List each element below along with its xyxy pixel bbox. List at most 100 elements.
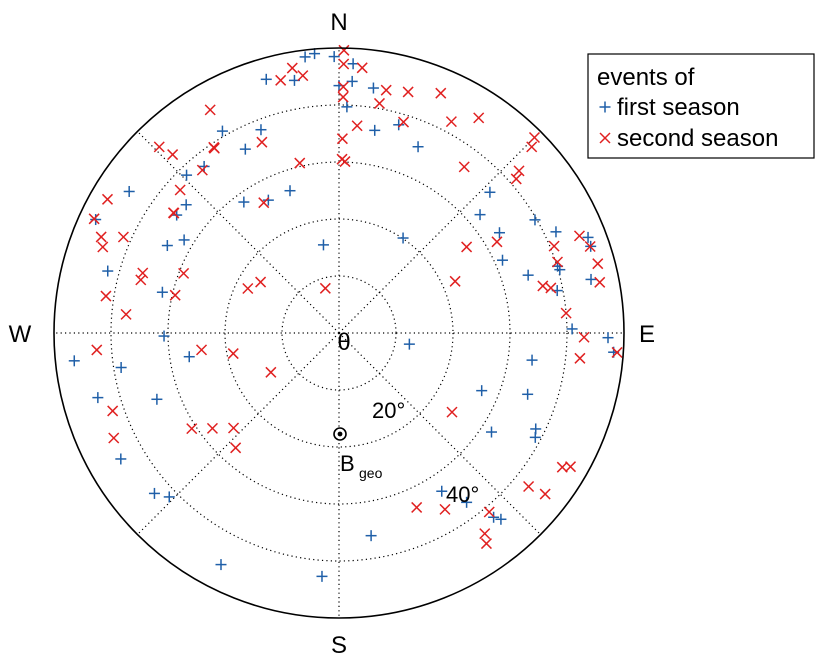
data-point-second-season — [548, 240, 560, 252]
bgeo-label: B — [340, 451, 355, 476]
data-point-second-season — [336, 133, 348, 145]
data-point-first-season — [550, 226, 562, 238]
data-point-first-season — [317, 239, 329, 251]
data-point-second-season — [574, 352, 586, 364]
data-point-second-season — [255, 276, 267, 288]
south-label: S — [331, 632, 347, 657]
data-point-second-season — [510, 173, 522, 185]
data-point-first-season — [522, 269, 534, 281]
data-point-second-season — [491, 236, 503, 248]
data-point-second-season — [594, 276, 606, 288]
data-point-first-season — [484, 186, 496, 198]
legend-marker-first-season — [599, 101, 611, 113]
data-point-first-season — [526, 354, 538, 366]
grid-spoke-225 — [137, 332, 340, 535]
data-point-first-season — [161, 240, 173, 252]
data-point-second-season — [107, 405, 119, 417]
data-point-first-season — [156, 286, 168, 298]
data-point-first-season — [585, 273, 597, 285]
data-point-second-season — [483, 506, 495, 518]
data-point-second-season — [449, 275, 461, 287]
data-point-second-season — [294, 157, 306, 169]
data-point-second-season — [351, 120, 363, 132]
data-point-first-season — [163, 491, 175, 503]
plot-boundary — [53, 47, 625, 619]
data-point-second-season — [528, 131, 541, 144]
data-point-second-season — [435, 87, 447, 99]
data-point-second-season — [117, 231, 129, 243]
data-point-second-season — [473, 112, 485, 124]
data-point-first-season — [474, 209, 486, 221]
data-point-second-season — [137, 267, 149, 279]
data-point-first-season — [123, 185, 135, 197]
data-point-second-season — [286, 62, 298, 74]
data-point-second-season — [91, 344, 103, 356]
data-point-first-season — [115, 453, 127, 465]
data-point-second-season — [339, 156, 351, 168]
data-point-second-season — [402, 86, 414, 98]
data-point-first-season — [530, 423, 542, 435]
data-point-first-season — [412, 141, 424, 153]
data-point-first-season — [151, 393, 163, 405]
legend-plus-icon — [599, 101, 611, 113]
data-point-second-season — [265, 366, 277, 378]
data-point-first-season — [183, 351, 195, 363]
data-point-first-season — [397, 232, 409, 244]
scatter-points — [68, 44, 623, 582]
data-point-second-season — [551, 256, 563, 268]
data-point-second-season — [556, 461, 568, 473]
data-point-first-season — [115, 362, 127, 374]
data-point-first-season — [180, 199, 192, 211]
data-point-first-season — [566, 323, 578, 335]
data-point-second-season — [458, 161, 470, 173]
data-point-second-season — [230, 442, 242, 454]
data-point-second-season — [338, 44, 350, 56]
data-point-second-season — [539, 488, 551, 500]
legend-label-second-season: second season — [617, 125, 778, 152]
data-point-first-season — [309, 48, 321, 60]
data-point-second-season — [256, 136, 268, 148]
data-point-second-season — [174, 184, 186, 196]
legend-label-first-season: first season — [617, 94, 740, 121]
data-point-first-season — [476, 385, 488, 397]
bgeo-subscript: geo — [359, 465, 383, 481]
data-point-first-season — [493, 227, 505, 239]
data-point-first-season — [403, 338, 415, 350]
data-point-second-season — [108, 432, 120, 444]
data-point-second-season — [319, 282, 331, 294]
data-point-second-season — [523, 480, 535, 493]
data-point-second-season — [560, 307, 572, 319]
data-point-second-season — [275, 74, 287, 86]
data-point-first-season — [216, 125, 228, 137]
data-point-first-season — [328, 51, 340, 63]
data-point-first-season — [347, 58, 359, 70]
data-point-first-season — [316, 570, 328, 582]
legend-cross-icon — [599, 132, 611, 144]
data-point-second-season — [592, 258, 604, 270]
data-point-first-season — [367, 82, 379, 94]
data-point-second-season — [611, 346, 623, 358]
data-point-second-season — [545, 282, 557, 294]
ring-label-40: 40° — [446, 482, 479, 507]
data-point-second-season — [258, 197, 270, 209]
data-point-first-season — [529, 214, 541, 226]
data-point-first-season — [262, 194, 274, 206]
data-point-second-season — [373, 97, 386, 109]
data-point-second-season — [97, 241, 109, 253]
data-point-second-season — [204, 104, 216, 116]
data-point-second-season — [380, 84, 392, 96]
data-point-first-season — [255, 124, 267, 136]
data-point-second-season — [397, 116, 410, 128]
data-point-first-season — [181, 169, 193, 181]
data-point-second-season — [526, 141, 538, 153]
data-point-second-season — [95, 231, 107, 243]
data-point-second-season — [178, 267, 190, 279]
data-point-second-season — [356, 62, 368, 74]
data-point-second-season — [167, 149, 179, 161]
data-point-second-season — [168, 207, 180, 219]
data-point-first-season — [102, 265, 114, 277]
data-point-first-season — [365, 530, 377, 542]
west-label: W — [9, 321, 32, 348]
grid-ring-40 — [110, 104, 568, 562]
bgeo-marker — [333, 427, 347, 441]
